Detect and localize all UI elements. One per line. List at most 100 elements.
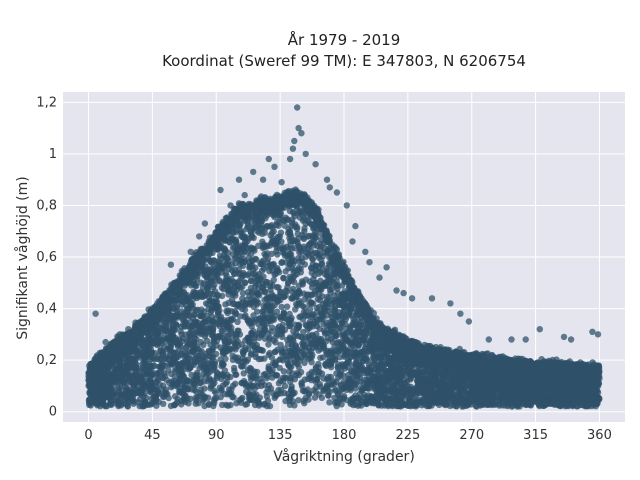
data-point <box>179 334 186 342</box>
data-point <box>281 252 289 259</box>
data-point <box>277 341 284 349</box>
data-point <box>207 383 215 390</box>
data-point <box>286 228 293 236</box>
data-point <box>253 308 261 315</box>
data-point <box>279 333 286 341</box>
data-point <box>414 375 422 382</box>
data-point <box>274 346 281 353</box>
data-point <box>313 322 321 330</box>
data-point <box>248 232 255 239</box>
data-point <box>223 332 230 340</box>
data-point <box>167 351 174 358</box>
chart-title-line-2: Koordinat (Sweref 99 TM): E 347803, N 62… <box>162 52 526 70</box>
data-point <box>407 376 414 383</box>
data-point <box>278 303 285 311</box>
data-point <box>232 346 239 353</box>
data-point <box>244 356 252 363</box>
data-point <box>210 397 218 404</box>
data-point <box>161 390 168 398</box>
data-point <box>229 250 237 258</box>
data-point <box>280 293 287 300</box>
data-point <box>264 397 272 404</box>
data-point <box>305 232 313 240</box>
data-point <box>192 282 200 290</box>
data-point <box>316 251 323 258</box>
data-point <box>339 330 347 337</box>
data-point <box>281 222 288 229</box>
data-point <box>282 287 290 294</box>
data-point <box>281 382 289 390</box>
data-point <box>239 290 247 297</box>
data-point <box>197 311 204 318</box>
data-point <box>387 387 394 395</box>
data-point <box>291 213 298 220</box>
data-point <box>276 364 283 372</box>
data-point <box>253 256 260 263</box>
data-point <box>295 371 302 379</box>
data-point <box>201 268 208 275</box>
data-point <box>213 267 220 274</box>
data-point <box>240 370 247 377</box>
data-point <box>382 389 389 396</box>
data-point <box>264 320 271 327</box>
chart-title-line-1: År 1979 - 2019 <box>288 30 401 49</box>
data-point <box>307 247 314 254</box>
data-point <box>332 302 339 310</box>
data-point <box>302 253 309 260</box>
data-point <box>326 399 333 406</box>
data-point <box>172 393 179 400</box>
data-point <box>222 344 229 351</box>
data-point <box>292 306 299 313</box>
data-point <box>242 301 249 308</box>
data-point <box>276 323 283 330</box>
data-point <box>308 284 316 291</box>
data-point <box>185 386 192 393</box>
data-point <box>328 335 335 342</box>
data-point <box>120 379 128 387</box>
data-point <box>247 372 254 379</box>
data-point <box>197 279 205 286</box>
data-point <box>224 309 231 317</box>
data-point <box>261 381 268 389</box>
data-point <box>295 397 302 404</box>
data-point <box>283 303 291 310</box>
data-point <box>291 359 299 366</box>
data-point <box>308 359 315 366</box>
data-point <box>220 372 227 380</box>
data-point <box>254 228 261 235</box>
data-point <box>334 285 341 292</box>
data-point <box>277 229 285 236</box>
data-point <box>300 397 307 404</box>
data-point <box>308 311 316 318</box>
data-point <box>222 301 229 308</box>
data-point <box>168 378 175 385</box>
data-point <box>204 285 211 292</box>
data-point <box>300 328 307 336</box>
data-point <box>231 308 239 315</box>
data-point <box>206 375 213 382</box>
data-point <box>269 224 276 231</box>
data-point <box>165 367 172 374</box>
data-point <box>178 308 185 315</box>
data-point <box>222 355 229 362</box>
data-point <box>263 375 270 382</box>
data-point <box>224 391 232 398</box>
data-point <box>143 394 150 402</box>
data-point <box>197 338 204 346</box>
data-point <box>231 339 238 347</box>
data-point <box>334 339 342 346</box>
data-point <box>211 387 218 395</box>
data-point <box>208 258 215 266</box>
data-point <box>247 277 255 284</box>
data-point <box>277 356 284 363</box>
data-point <box>221 367 229 374</box>
data-point <box>289 370 296 377</box>
data-point <box>177 328 184 335</box>
data-point <box>241 279 248 286</box>
data-point <box>163 376 170 384</box>
data-point <box>264 243 271 250</box>
data-point <box>333 317 340 324</box>
data-point <box>326 286 334 293</box>
data-point <box>313 304 321 312</box>
data-point <box>352 401 359 408</box>
